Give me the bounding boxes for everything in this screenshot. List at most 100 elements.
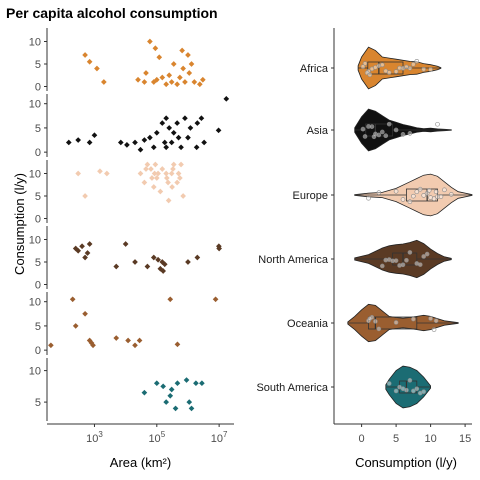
data-point <box>117 139 124 146</box>
data-point <box>152 45 159 52</box>
data-point <box>366 124 371 129</box>
data-point <box>435 121 440 127</box>
x-tick-label: 5 <box>393 433 399 445</box>
data-point <box>188 405 195 412</box>
data-point <box>376 63 382 69</box>
data-point <box>94 65 100 72</box>
violin-south-america <box>385 365 431 409</box>
data-point <box>141 137 148 143</box>
data-point <box>376 190 382 195</box>
data-point <box>159 74 166 81</box>
data-point <box>135 76 141 83</box>
data-point <box>414 386 420 392</box>
data-point <box>177 74 183 81</box>
data-point <box>165 197 172 204</box>
data-point <box>86 58 93 65</box>
data-point <box>200 76 206 83</box>
data-point <box>170 161 177 168</box>
data-point <box>191 79 198 85</box>
data-point <box>48 342 54 349</box>
data-point <box>424 251 430 257</box>
y-tick-label: 5 <box>35 123 41 135</box>
y-tick-label: 5 <box>35 59 41 71</box>
data-point <box>170 61 177 67</box>
data-point <box>371 134 377 140</box>
data-point <box>163 115 170 122</box>
data-point <box>174 81 180 88</box>
data-point <box>379 129 385 135</box>
y-tick-label: 0 <box>35 345 41 357</box>
data-point <box>182 115 188 122</box>
data-point <box>421 193 427 198</box>
data-point <box>97 168 103 175</box>
data-point <box>153 129 160 136</box>
y-tick-label: 10 <box>29 366 41 378</box>
data-point <box>175 170 182 177</box>
data-point <box>180 65 186 72</box>
data-point <box>193 144 200 151</box>
data-point <box>144 263 151 270</box>
data-point <box>421 254 427 259</box>
data-point <box>161 261 168 268</box>
data-point <box>178 144 184 151</box>
data-point <box>170 129 177 136</box>
y-tick-label: 5 <box>35 257 41 269</box>
chart-title: Per capita alcohol consumption <box>6 5 218 21</box>
data-point <box>407 131 413 136</box>
data-point <box>166 125 173 131</box>
y-tick-label: 5 <box>35 321 41 333</box>
data-point <box>194 120 201 126</box>
data-point <box>168 139 175 146</box>
data-point <box>157 188 164 195</box>
y-tick-label: 0 <box>35 147 41 159</box>
data-point <box>201 139 207 146</box>
data-point <box>147 134 153 141</box>
data-point <box>150 144 157 151</box>
data-point <box>175 134 182 141</box>
data-point <box>75 247 81 254</box>
data-point <box>442 187 447 193</box>
data-point <box>421 389 427 394</box>
y-tick-label: 0 <box>35 214 41 226</box>
data-point <box>91 132 98 139</box>
data-point <box>185 259 191 265</box>
data-point <box>421 66 427 72</box>
data-point <box>160 383 166 390</box>
data-point <box>187 125 194 131</box>
data-point <box>183 377 190 383</box>
data-point <box>216 245 222 252</box>
data-point <box>180 193 186 199</box>
data-point <box>360 126 366 132</box>
data-point <box>212 296 219 303</box>
data-point <box>431 327 437 332</box>
x-tick-label: 105 <box>148 430 165 445</box>
data-point <box>376 326 382 332</box>
category-label: Asia <box>307 125 329 137</box>
box <box>367 61 404 75</box>
data-point <box>125 337 131 344</box>
data-point <box>165 179 171 186</box>
data-point <box>397 65 402 71</box>
data-point <box>86 241 93 247</box>
data-point <box>194 254 201 261</box>
data-point <box>174 179 180 186</box>
data-point <box>199 380 205 387</box>
y-tick-label: 10 <box>29 37 41 49</box>
y-tick-label: 10 <box>29 235 41 247</box>
data-point <box>182 79 188 85</box>
x-tick-label: 103 <box>86 430 103 445</box>
data-point <box>223 96 230 102</box>
data-point <box>168 79 175 85</box>
data-point <box>177 175 183 181</box>
data-point <box>367 72 373 78</box>
x-axis-label: Consumption (l/y) <box>355 455 457 470</box>
data-point <box>393 388 399 394</box>
data-point <box>167 296 174 303</box>
data-point <box>144 161 151 168</box>
data-point <box>132 342 138 349</box>
data-point <box>75 170 81 177</box>
data-point <box>362 134 368 139</box>
data-point <box>362 61 368 66</box>
y-tick-label: 10 <box>29 99 41 111</box>
data-point <box>153 175 160 181</box>
